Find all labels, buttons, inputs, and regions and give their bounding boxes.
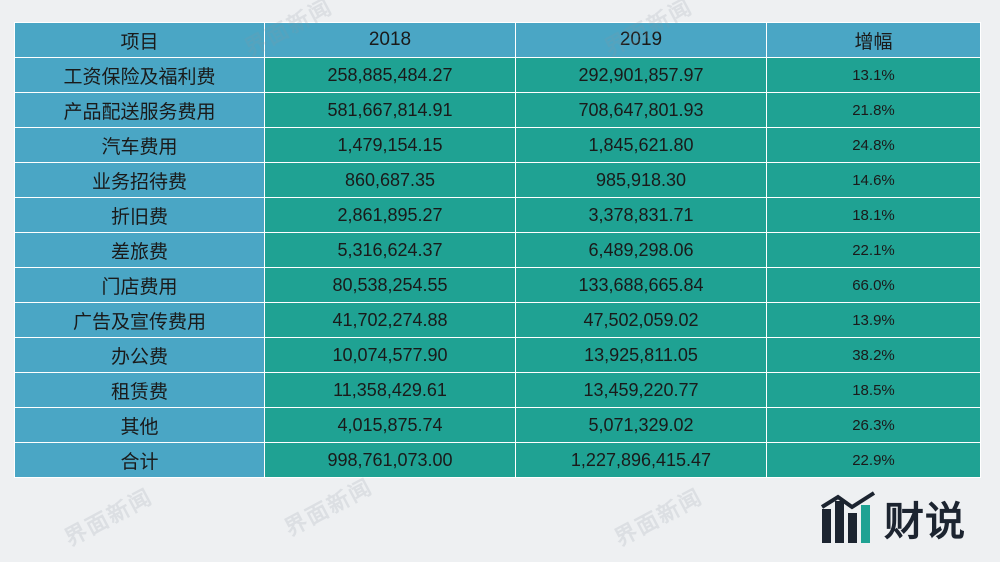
value-2019: 13,459,220.77 <box>515 372 767 408</box>
value-2018: 41,702,274.88 <box>264 302 516 338</box>
header-2019: 2019 <box>515 22 767 58</box>
growth-value: 22.9% <box>766 442 981 478</box>
row-label: 汽车费用 <box>14 127 265 163</box>
watermark: 界面新闻 <box>610 484 708 552</box>
table-row: 门店费用 80,538,254.55 133,688,665.84 66.0% <box>14 267 981 303</box>
row-label: 门店费用 <box>14 267 265 303</box>
value-2019: 133,688,665.84 <box>515 267 767 303</box>
expense-table-container: 项目 2018 2019 增幅 工资保险及福利费 258,885,484.27 29… <box>14 22 981 478</box>
table-row: 办公费 10,074,577.90 13,925,811.05 38.2% <box>14 337 981 373</box>
table-row: 广告及宣传费用 41,702,274.88 47,502,059.02 13.9% <box>14 302 981 338</box>
value-2018: 581,667,814.91 <box>264 92 516 128</box>
growth-value: 22.1% <box>766 232 981 268</box>
growth-value: 21.8% <box>766 92 981 128</box>
table-row: 租赁费 11,358,429.61 13,459,220.77 18.5% <box>14 372 981 408</box>
value-2019: 3,378,831.71 <box>515 197 767 233</box>
total-row: 合计 998,761,073.00 1,227,896,415.47 22.9% <box>14 442 981 478</box>
row-label: 其他 <box>14 407 265 443</box>
growth-value: 18.5% <box>766 372 981 408</box>
table-row: 工资保险及福利费 258,885,484.27 292,901,857.97 13.1… <box>14 57 981 93</box>
value-2019: 708,647,801.93 <box>515 92 767 128</box>
value-2019: 6,489,298.06 <box>515 232 767 268</box>
growth-value: 13.9% <box>766 302 981 338</box>
value-2019: 1,845,621.80 <box>515 127 767 163</box>
growth-value: 26.3% <box>766 407 981 443</box>
watermark: 界面新闻 <box>280 474 378 542</box>
table-row: 业务招待费 860,687.35 985,918.30 14.6% <box>14 162 981 198</box>
value-2018: 860,687.35 <box>264 162 516 198</box>
value-2018: 998,761,073.00 <box>264 442 516 478</box>
table-header-row: 项目 2018 2019 增幅 <box>14 22 981 58</box>
value-2019: 1,227,896,415.47 <box>515 442 767 478</box>
value-2018: 5,316,624.37 <box>264 232 516 268</box>
row-label: 合计 <box>14 442 265 478</box>
table-row: 差旅费 5,316,624.37 6,489,298.06 22.1% <box>14 232 981 268</box>
value-2018: 2,861,895.27 <box>264 197 516 233</box>
value-2018: 10,074,577.90 <box>264 337 516 373</box>
value-2019: 985,918.30 <box>515 162 767 198</box>
expense-table: 项目 2018 2019 增幅 工资保险及福利费 258,885,484.27 29… <box>14 22 981 478</box>
value-2018: 80,538,254.55 <box>264 267 516 303</box>
row-label: 差旅费 <box>14 232 265 268</box>
table-row: 折旧费 2,861,895.27 3,378,831.71 18.1% <box>14 197 981 233</box>
row-label: 办公费 <box>14 337 265 373</box>
value-2018: 4,015,875.74 <box>264 407 516 443</box>
table-row: 汽车费用 1,479,154.15 1,845,621.80 24.8% <box>14 127 981 163</box>
value-2019: 13,925,811.05 <box>515 337 767 373</box>
growth-value: 38.2% <box>766 337 981 373</box>
row-label: 产品配送服务费用 <box>14 92 265 128</box>
header-2018: 2018 <box>264 22 516 58</box>
header-growth: 增幅 <box>766 22 981 58</box>
value-2019: 5,071,329.02 <box>515 407 767 443</box>
logo-text: 财说 <box>884 499 966 545</box>
value-2018: 258,885,484.27 <box>264 57 516 93</box>
growth-value: 18.1% <box>766 197 981 233</box>
value-2018: 11,358,429.61 <box>264 372 516 408</box>
caishuo-logo: 财说 <box>820 488 980 548</box>
row-label: 广告及宣传费用 <box>14 302 265 338</box>
watermark: 界面新闻 <box>60 484 158 552</box>
row-label: 折旧费 <box>14 197 265 233</box>
table-row: 产品配送服务费用 581,667,814.91 708,647,801.93 21.8… <box>14 92 981 128</box>
growth-value: 13.1% <box>766 57 981 93</box>
header-item: 项目 <box>14 22 265 58</box>
bar-chart-logo-icon <box>820 491 876 543</box>
growth-value: 66.0% <box>766 267 981 303</box>
row-label: 业务招待费 <box>14 162 265 198</box>
value-2019: 292,901,857.97 <box>515 57 767 93</box>
growth-value: 24.8% <box>766 127 981 163</box>
growth-value: 14.6% <box>766 162 981 198</box>
row-label: 工资保险及福利费 <box>14 57 265 93</box>
row-label: 租赁费 <box>14 372 265 408</box>
value-2018: 1,479,154.15 <box>264 127 516 163</box>
value-2019: 47,502,059.02 <box>515 302 767 338</box>
table-row: 其他 4,015,875.74 5,071,329.02 26.3% <box>14 407 981 443</box>
